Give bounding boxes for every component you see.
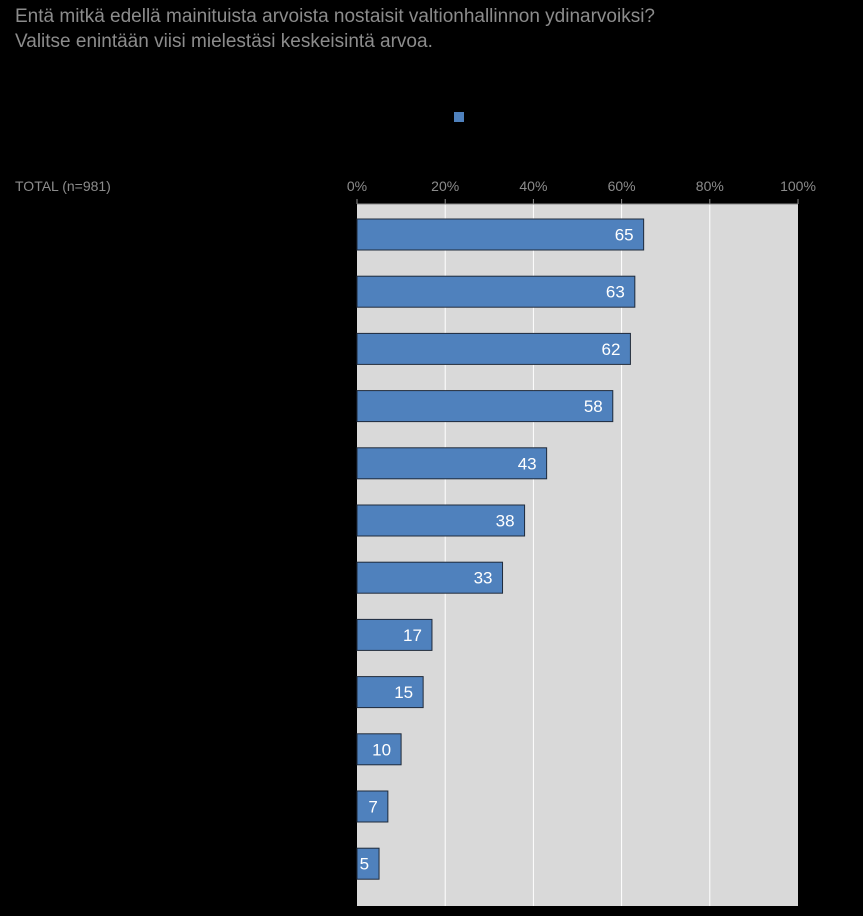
x-tick-label: 20% bbox=[431, 178, 459, 194]
base-label: TOTAL (n=981) bbox=[15, 178, 111, 194]
chart-title: Entä mitkä edellä mainituista arvoista n… bbox=[15, 4, 855, 54]
bar bbox=[356, 790, 389, 823]
x-tick-label: 60% bbox=[608, 178, 636, 194]
bar-data-label: 33 bbox=[474, 569, 493, 588]
bar bbox=[356, 447, 548, 480]
bar-data-label: 5 bbox=[360, 855, 369, 874]
bar-data-label: 43 bbox=[518, 454, 537, 473]
bar-data-label: 38 bbox=[496, 512, 515, 531]
bar-data-label: 17 bbox=[403, 626, 422, 645]
bar bbox=[356, 504, 526, 537]
bar-data-label: 58 bbox=[584, 397, 603, 416]
bar bbox=[356, 847, 380, 880]
bar-data-label: 62 bbox=[601, 340, 620, 359]
bar bbox=[356, 390, 614, 423]
bar bbox=[356, 275, 636, 308]
bar-data-label: 65 bbox=[615, 226, 634, 245]
x-tick-label: 0% bbox=[347, 178, 367, 194]
chart-title-line-2: Valitse enintään viisi mielestäsi keskei… bbox=[15, 31, 433, 52]
bar bbox=[356, 218, 645, 251]
bar bbox=[356, 733, 402, 766]
bar-data-label: 63 bbox=[606, 283, 625, 302]
x-tick-label: 40% bbox=[519, 178, 547, 194]
bar bbox=[356, 561, 504, 594]
bar bbox=[356, 676, 424, 709]
bar bbox=[356, 332, 631, 365]
legend-marker bbox=[454, 112, 464, 122]
plot-area bbox=[357, 204, 798, 906]
x-tick-label: 80% bbox=[696, 178, 724, 194]
x-tick-label: 100% bbox=[780, 178, 816, 194]
bar bbox=[356, 618, 433, 651]
bar-data-label: 10 bbox=[372, 740, 391, 759]
chart-title-line-1: Entä mitkä edellä mainituista arvoista n… bbox=[15, 6, 655, 27]
bar-data-label: 7 bbox=[368, 798, 377, 817]
bar-data-label: 15 bbox=[394, 683, 413, 702]
